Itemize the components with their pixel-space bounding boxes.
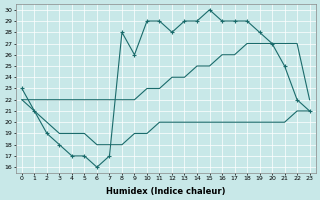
X-axis label: Humidex (Indice chaleur): Humidex (Indice chaleur) <box>106 187 226 196</box>
